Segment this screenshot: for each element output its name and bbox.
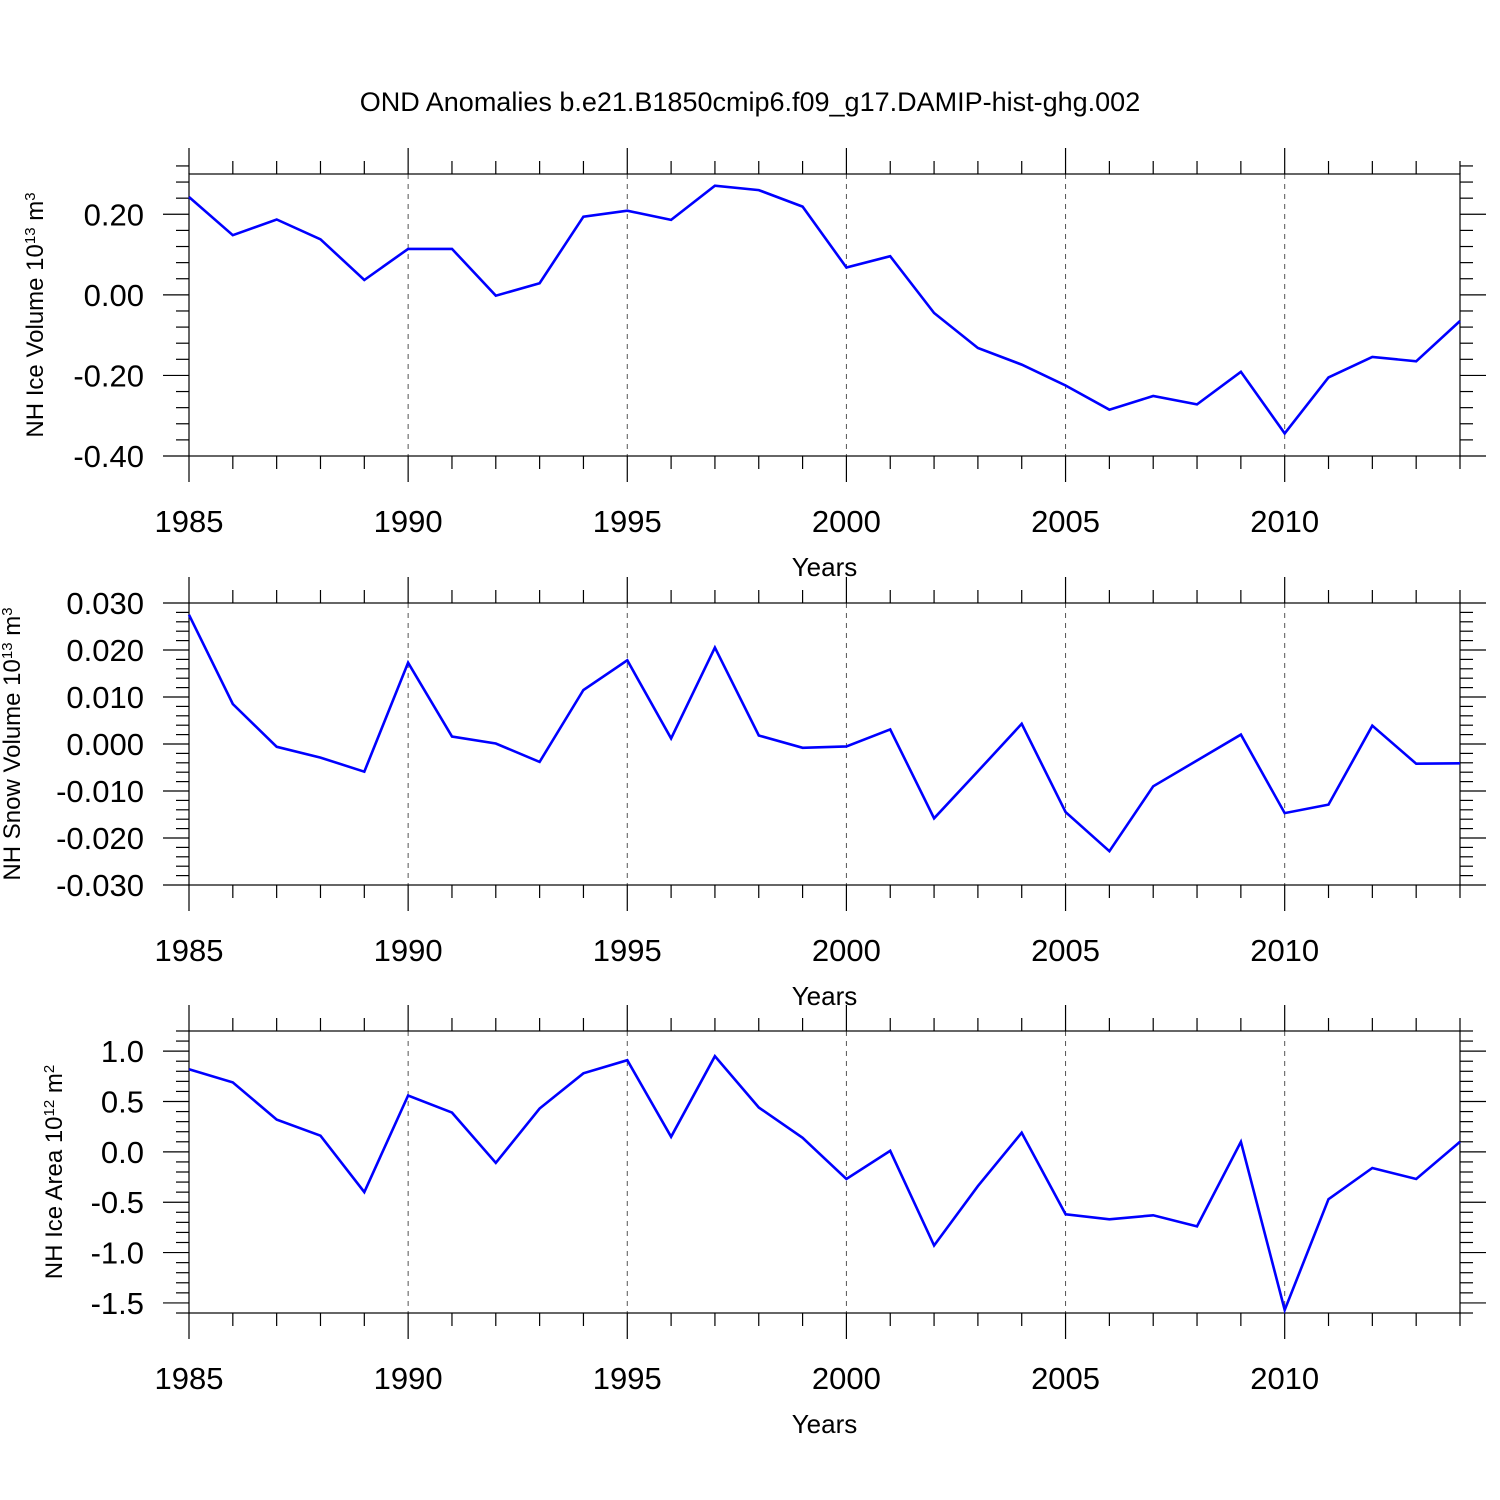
x-tick-label-2000: 2000	[812, 933, 881, 968]
x-tick-label-2010: 2010	[1250, 504, 1319, 539]
y-tick-label: 1.0	[101, 1034, 144, 1069]
panel-snow-volume: 1985 1990 1995 2000 2005 2010 0.030 0.020 0.010 0…	[0, 577, 1486, 1011]
x-tick-label-1985: 1985	[155, 504, 224, 539]
y-tick-label: -1.0	[91, 1236, 144, 1271]
x-tick-label-2005: 2005	[1031, 933, 1100, 968]
y-tick-label: 0.5	[101, 1085, 144, 1120]
y-axis-title: NH Ice Volume 1013 m3	[22, 192, 50, 437]
y-tick-label: 0.0	[101, 1135, 144, 1170]
x-tick-label-1990: 1990	[374, 1361, 443, 1396]
y-tick-label: -0.020	[56, 821, 144, 856]
series-line-ice-volume	[188, 184, 1461, 436]
y-tick-label: -1.5	[91, 1286, 144, 1321]
x-tick-label-1995: 1995	[593, 933, 662, 968]
y-tick-label: 0.00	[84, 278, 144, 313]
x-tick-label-2010: 2010	[1250, 933, 1319, 968]
x-tick-label-2005: 2005	[1031, 504, 1100, 539]
x-tick-label-2000: 2000	[812, 504, 881, 539]
series-line-ice-area	[188, 1053, 1461, 1315]
x-tick-label-1985: 1985	[155, 1361, 224, 1396]
panel-ice-area: 1985 1990 1995 2000 2005 2010 1.0 0.5 0.0 -0.5 -1.…	[41, 1005, 1486, 1439]
x-tick-label-1985: 1985	[155, 933, 224, 968]
y-tick-label: 0.030	[66, 586, 144, 621]
x-axis-title: Years	[792, 1409, 858, 1439]
x-tick-label-1990: 1990	[374, 933, 443, 968]
y-tick-label: 0.010	[66, 680, 144, 715]
x-tick-label-2010: 2010	[1250, 1361, 1319, 1396]
y-tick-label: 0.020	[66, 633, 144, 668]
plot-frame	[188, 173, 1461, 457]
y-tick-label: -0.5	[91, 1185, 144, 1220]
y-tick-label: -0.40	[73, 439, 144, 474]
x-tick-label-1995: 1995	[593, 1361, 662, 1396]
y-tick-label: 0.000	[66, 727, 144, 762]
y-tick-label: -0.010	[56, 774, 144, 809]
x-tick-label-1990: 1990	[374, 504, 443, 539]
chart-title: OND Anomalies b.e21.B1850cmip6.f09_g17.D…	[360, 87, 1140, 117]
series-line-snow-volume	[187, 614, 1461, 854]
x-tick-label-1995: 1995	[593, 504, 662, 539]
x-axis-title: Years	[792, 552, 858, 582]
y-axis-title: NH Snow Volume 1013 m3	[0, 607, 26, 880]
y-tick-label: -0.20	[73, 358, 144, 393]
x-axis-title: Years	[792, 981, 858, 1011]
y-tick-label: 0.20	[84, 197, 144, 232]
x-tick-label-2000: 2000	[812, 1361, 881, 1396]
x-tick-label-2005: 2005	[1031, 1361, 1100, 1396]
y-tick-label: -0.030	[56, 868, 144, 903]
panels: 1985 1990 1995 2000 2005 2010 0.20 0.00 -0.20 -0.…	[0, 148, 1486, 1439]
y-axis-title: NH Ice Area 1012 m2	[41, 1065, 69, 1279]
